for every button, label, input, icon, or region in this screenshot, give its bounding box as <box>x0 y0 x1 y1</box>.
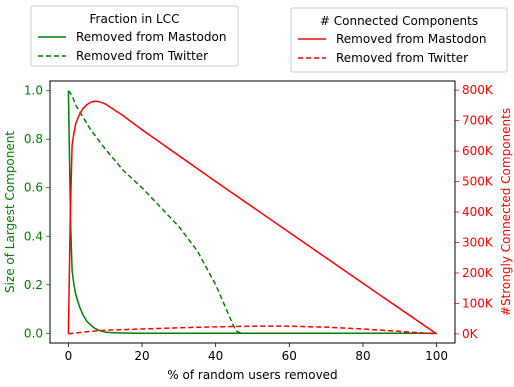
y-left-tick-label: 0.6 <box>24 181 43 195</box>
y-right-tick-label: 800K <box>462 83 494 97</box>
y-right-axis-label: #Strongly Connected Components <box>499 108 513 316</box>
legend-entry-label: Removed from Mastodon <box>76 30 226 44</box>
x-tick-label: 40 <box>208 349 223 363</box>
x-tick-label: 80 <box>355 349 370 363</box>
y-right-tick-label: 300K <box>462 235 494 249</box>
y-left-axis-label: Size of Largest Component <box>3 131 17 293</box>
x-tick-label: 100 <box>425 349 448 363</box>
legends-layer: Fraction in LCC Removed from Mastodon Remo… <box>30 5 508 73</box>
legend-entry-label: Removed from Mastodon <box>336 32 486 46</box>
y-left-tick-label: 1.0 <box>24 84 43 98</box>
y-right-tick-label: 400K <box>462 205 494 219</box>
axes-layer: 0 20 40 60 80 100 0.0 0.2 0.4 0.6 0.8 1.0 0K 100K 200K… <box>3 83 513 382</box>
y-right-tick-label: 0K <box>462 327 479 341</box>
y-left-tick-label: 0.2 <box>24 278 43 292</box>
y-right-tick-label: 100K <box>462 296 494 310</box>
series-line-left-removed-from-twitter <box>67 90 437 335</box>
x-axis-label: % of random users removed <box>167 368 337 382</box>
x-tick-label: 20 <box>134 349 149 363</box>
legend-title: # Connected Components <box>320 14 478 28</box>
series-line-left-removed-from-mastodon <box>67 90 437 335</box>
x-tick-label: 0 <box>65 349 73 363</box>
x-tick-label: 60 <box>282 349 297 363</box>
series-layer <box>67 90 438 335</box>
y-right-tick-label: 200K <box>462 266 494 280</box>
legend-connected-components: # Connected Components Removed from Masto… <box>290 7 508 73</box>
y-left-tick-label: 0.8 <box>24 132 43 146</box>
y-right-tick-label: 700K <box>462 114 494 128</box>
legend-title: Fraction in LCC <box>90 12 180 26</box>
frame-layer <box>49 80 456 344</box>
series-line-right-removed-from-mastodon <box>67 100 438 335</box>
legend-box <box>30 5 239 67</box>
legend-fraction-in-lcc: Fraction in LCC Removed from Mastodon Remo… <box>30 5 239 67</box>
y-left-tick-label: 0.0 <box>24 326 43 340</box>
y-right-tick-label: 600K <box>462 144 494 158</box>
legend-entry-label: Removed from Twitter <box>76 49 208 63</box>
y-right-tick-label: 500K <box>462 175 494 189</box>
y-left-tick-label: 0.4 <box>24 229 43 243</box>
plot-frame <box>49 80 456 344</box>
series-line-right-removed-from-twitter <box>68 325 437 335</box>
legend-entry-label: Removed from Twitter <box>336 51 468 65</box>
legend-box <box>290 7 508 73</box>
